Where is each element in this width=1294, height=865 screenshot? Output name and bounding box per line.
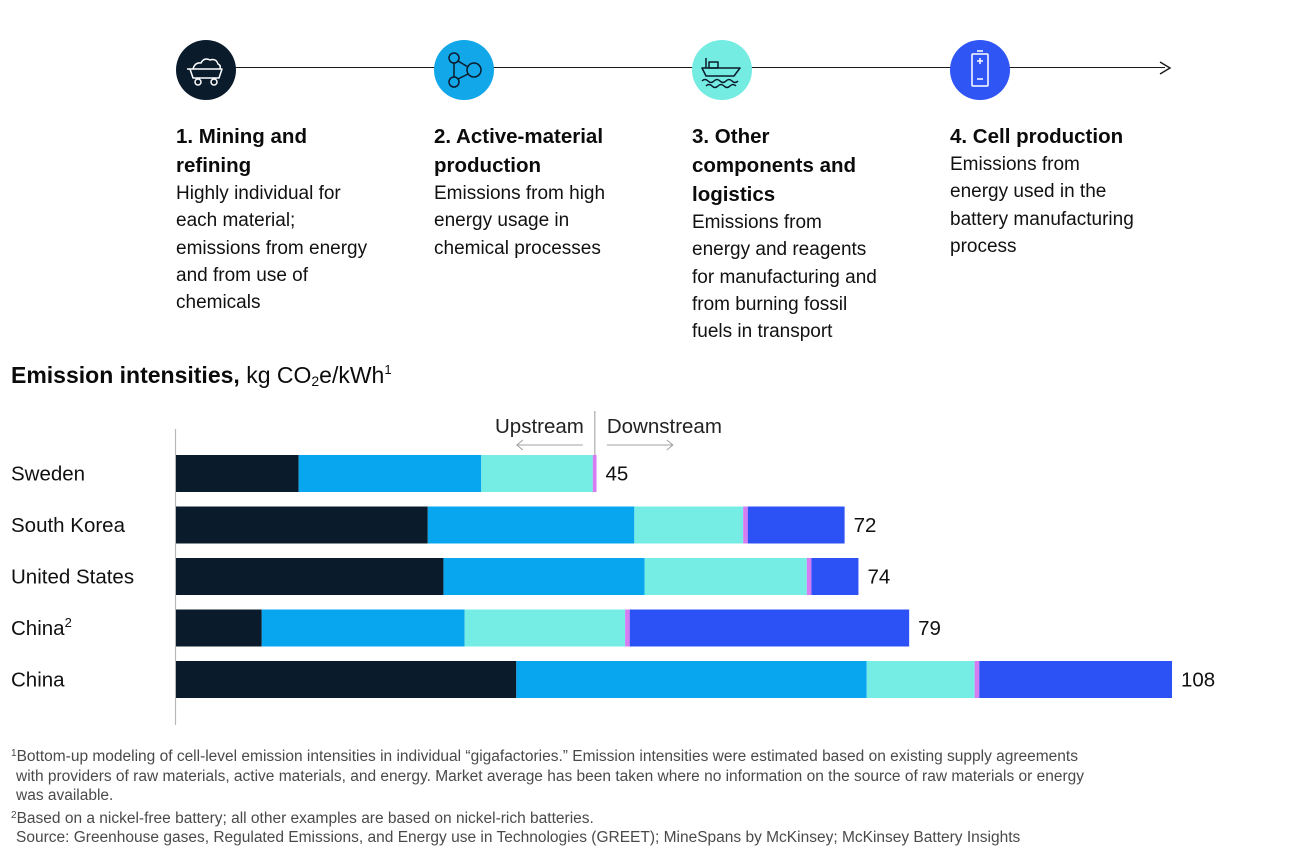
process-timeline-line bbox=[205, 67, 1165, 69]
category-footnote-mark: 2 bbox=[65, 615, 72, 630]
bar-segment bbox=[443, 558, 645, 595]
category-label: United States bbox=[11, 566, 134, 589]
chart-unit-subscript: 2 bbox=[311, 373, 320, 389]
bar-segment bbox=[176, 455, 299, 492]
total-value-label: 72 bbox=[854, 514, 877, 537]
bars-layer bbox=[174, 429, 1172, 725]
bar-segment bbox=[176, 506, 428, 544]
chart-title: Emission intensities, kg CO2e/kWh1 bbox=[11, 362, 392, 389]
stage-active-material: 2. Active-material production Emissions … bbox=[434, 40, 664, 262]
stage-3-description: Emissions from energy and reagents for m… bbox=[692, 212, 877, 343]
bar-segment bbox=[811, 558, 859, 595]
total-value-label: 108 bbox=[1181, 669, 1215, 692]
bar-segment bbox=[979, 661, 1172, 698]
footnotes: 1Bottom-up modeling of cell-level emissi… bbox=[11, 744, 1261, 848]
ship-icon bbox=[701, 58, 741, 89]
bar-segment bbox=[634, 506, 744, 544]
category-label: China bbox=[11, 669, 65, 692]
bar-segment bbox=[625, 609, 630, 647]
bar-segment bbox=[298, 455, 482, 492]
footnote-2: 2Based on a nickel-free battery; all oth… bbox=[11, 806, 1261, 829]
bar-segment bbox=[743, 506, 748, 544]
footnote-1-line-1: Bottom-up modeling of cell-level emissio… bbox=[16, 748, 1078, 765]
molecule-icon bbox=[448, 52, 482, 88]
footnote-1: 1Bottom-up modeling of cell-level emissi… bbox=[11, 744, 1261, 806]
bar-segment bbox=[427, 506, 635, 544]
stage-2-description: Emissions from high energy usage in chem… bbox=[434, 183, 606, 259]
bar-segment bbox=[464, 609, 626, 647]
footnote-1-mark: 1 bbox=[11, 748, 17, 759]
upstream-arrow-icon bbox=[516, 439, 524, 451]
stage-1-circle bbox=[176, 40, 236, 100]
timeline-arrow-icon bbox=[1159, 61, 1172, 75]
stage-4-title: 4. Cell production bbox=[950, 125, 1124, 148]
battery-icon bbox=[971, 50, 989, 87]
stage-2-circle bbox=[434, 40, 494, 100]
bar-segment bbox=[261, 609, 465, 647]
stage-2-title: 2. Active-material production bbox=[434, 125, 604, 177]
total-value-label: 74 bbox=[867, 566, 890, 589]
bar-segment bbox=[481, 455, 593, 492]
chart-unit-footnote-mark: 1 bbox=[384, 362, 392, 377]
stage-3-title: 3. Other components and logistics bbox=[692, 125, 857, 206]
stage-3-circle bbox=[692, 40, 752, 100]
stage-components-logistics: 3. Other components and logistics Emissi… bbox=[692, 40, 922, 345]
bar-segment bbox=[592, 455, 597, 492]
bar-segment bbox=[176, 558, 444, 595]
stage-cell-production: 4. Cell production Emissions from energy… bbox=[950, 40, 1180, 260]
source-note: Source: Greenhouse gases, Regulated Emis… bbox=[16, 829, 1021, 846]
bar-segment bbox=[176, 661, 517, 698]
footnote-2-text: Based on a nickel-free battery; all othe… bbox=[16, 809, 594, 827]
footnote-1-line-3: was available. bbox=[16, 787, 114, 804]
labels-layer: Sweden 45 South Korea 72 United States 74 Chin… bbox=[11, 463, 1215, 692]
total-value-label: 45 bbox=[606, 463, 629, 486]
direction-indicator: Upstream Downstream bbox=[495, 411, 722, 455]
category-label: China2 bbox=[11, 615, 72, 640]
chart-unit-prefix: kg CO bbox=[246, 362, 312, 388]
mining-cart-icon bbox=[187, 58, 223, 86]
downstream-arrow-icon bbox=[666, 439, 674, 451]
chart-title-bold: Emission intensities, bbox=[11, 362, 240, 388]
stage-1-description: Highly individual for each material; emi… bbox=[176, 183, 368, 314]
bar-segment bbox=[629, 609, 910, 647]
footnote-1-line-2: with providers of raw materials, active … bbox=[16, 767, 1085, 785]
stage-mining-refining: 1. Mining and refining Highly individual… bbox=[176, 40, 406, 316]
bar-segment bbox=[644, 558, 807, 595]
bar-segment bbox=[866, 661, 975, 698]
chart-unit-suffix: e/kWh bbox=[319, 362, 385, 388]
footnote-2-mark: 2 bbox=[11, 809, 17, 821]
bar-segment bbox=[516, 661, 867, 698]
bar-segment bbox=[974, 661, 980, 698]
total-value-label: 79 bbox=[918, 617, 941, 640]
downstream-label: Downstream bbox=[607, 415, 722, 438]
stage-4-circle bbox=[950, 40, 1010, 100]
stage-4-description: Emissions from energy used in the batter… bbox=[950, 154, 1134, 257]
category-label: Sweden bbox=[11, 463, 85, 486]
stage-1-title: 1. Mining and refining bbox=[176, 125, 307, 177]
chart-unit: kg CO2e/kWh1 bbox=[246, 362, 392, 389]
upstream-label: Upstream bbox=[495, 415, 584, 438]
category-label: South Korea bbox=[11, 514, 126, 537]
emission-bar-chart: Upstream Downstream Sweden 45 South Korea 72… bbox=[11, 411, 1215, 725]
bar-segment bbox=[747, 506, 845, 544]
bar-segment bbox=[176, 609, 262, 647]
bar-segment bbox=[806, 558, 812, 595]
